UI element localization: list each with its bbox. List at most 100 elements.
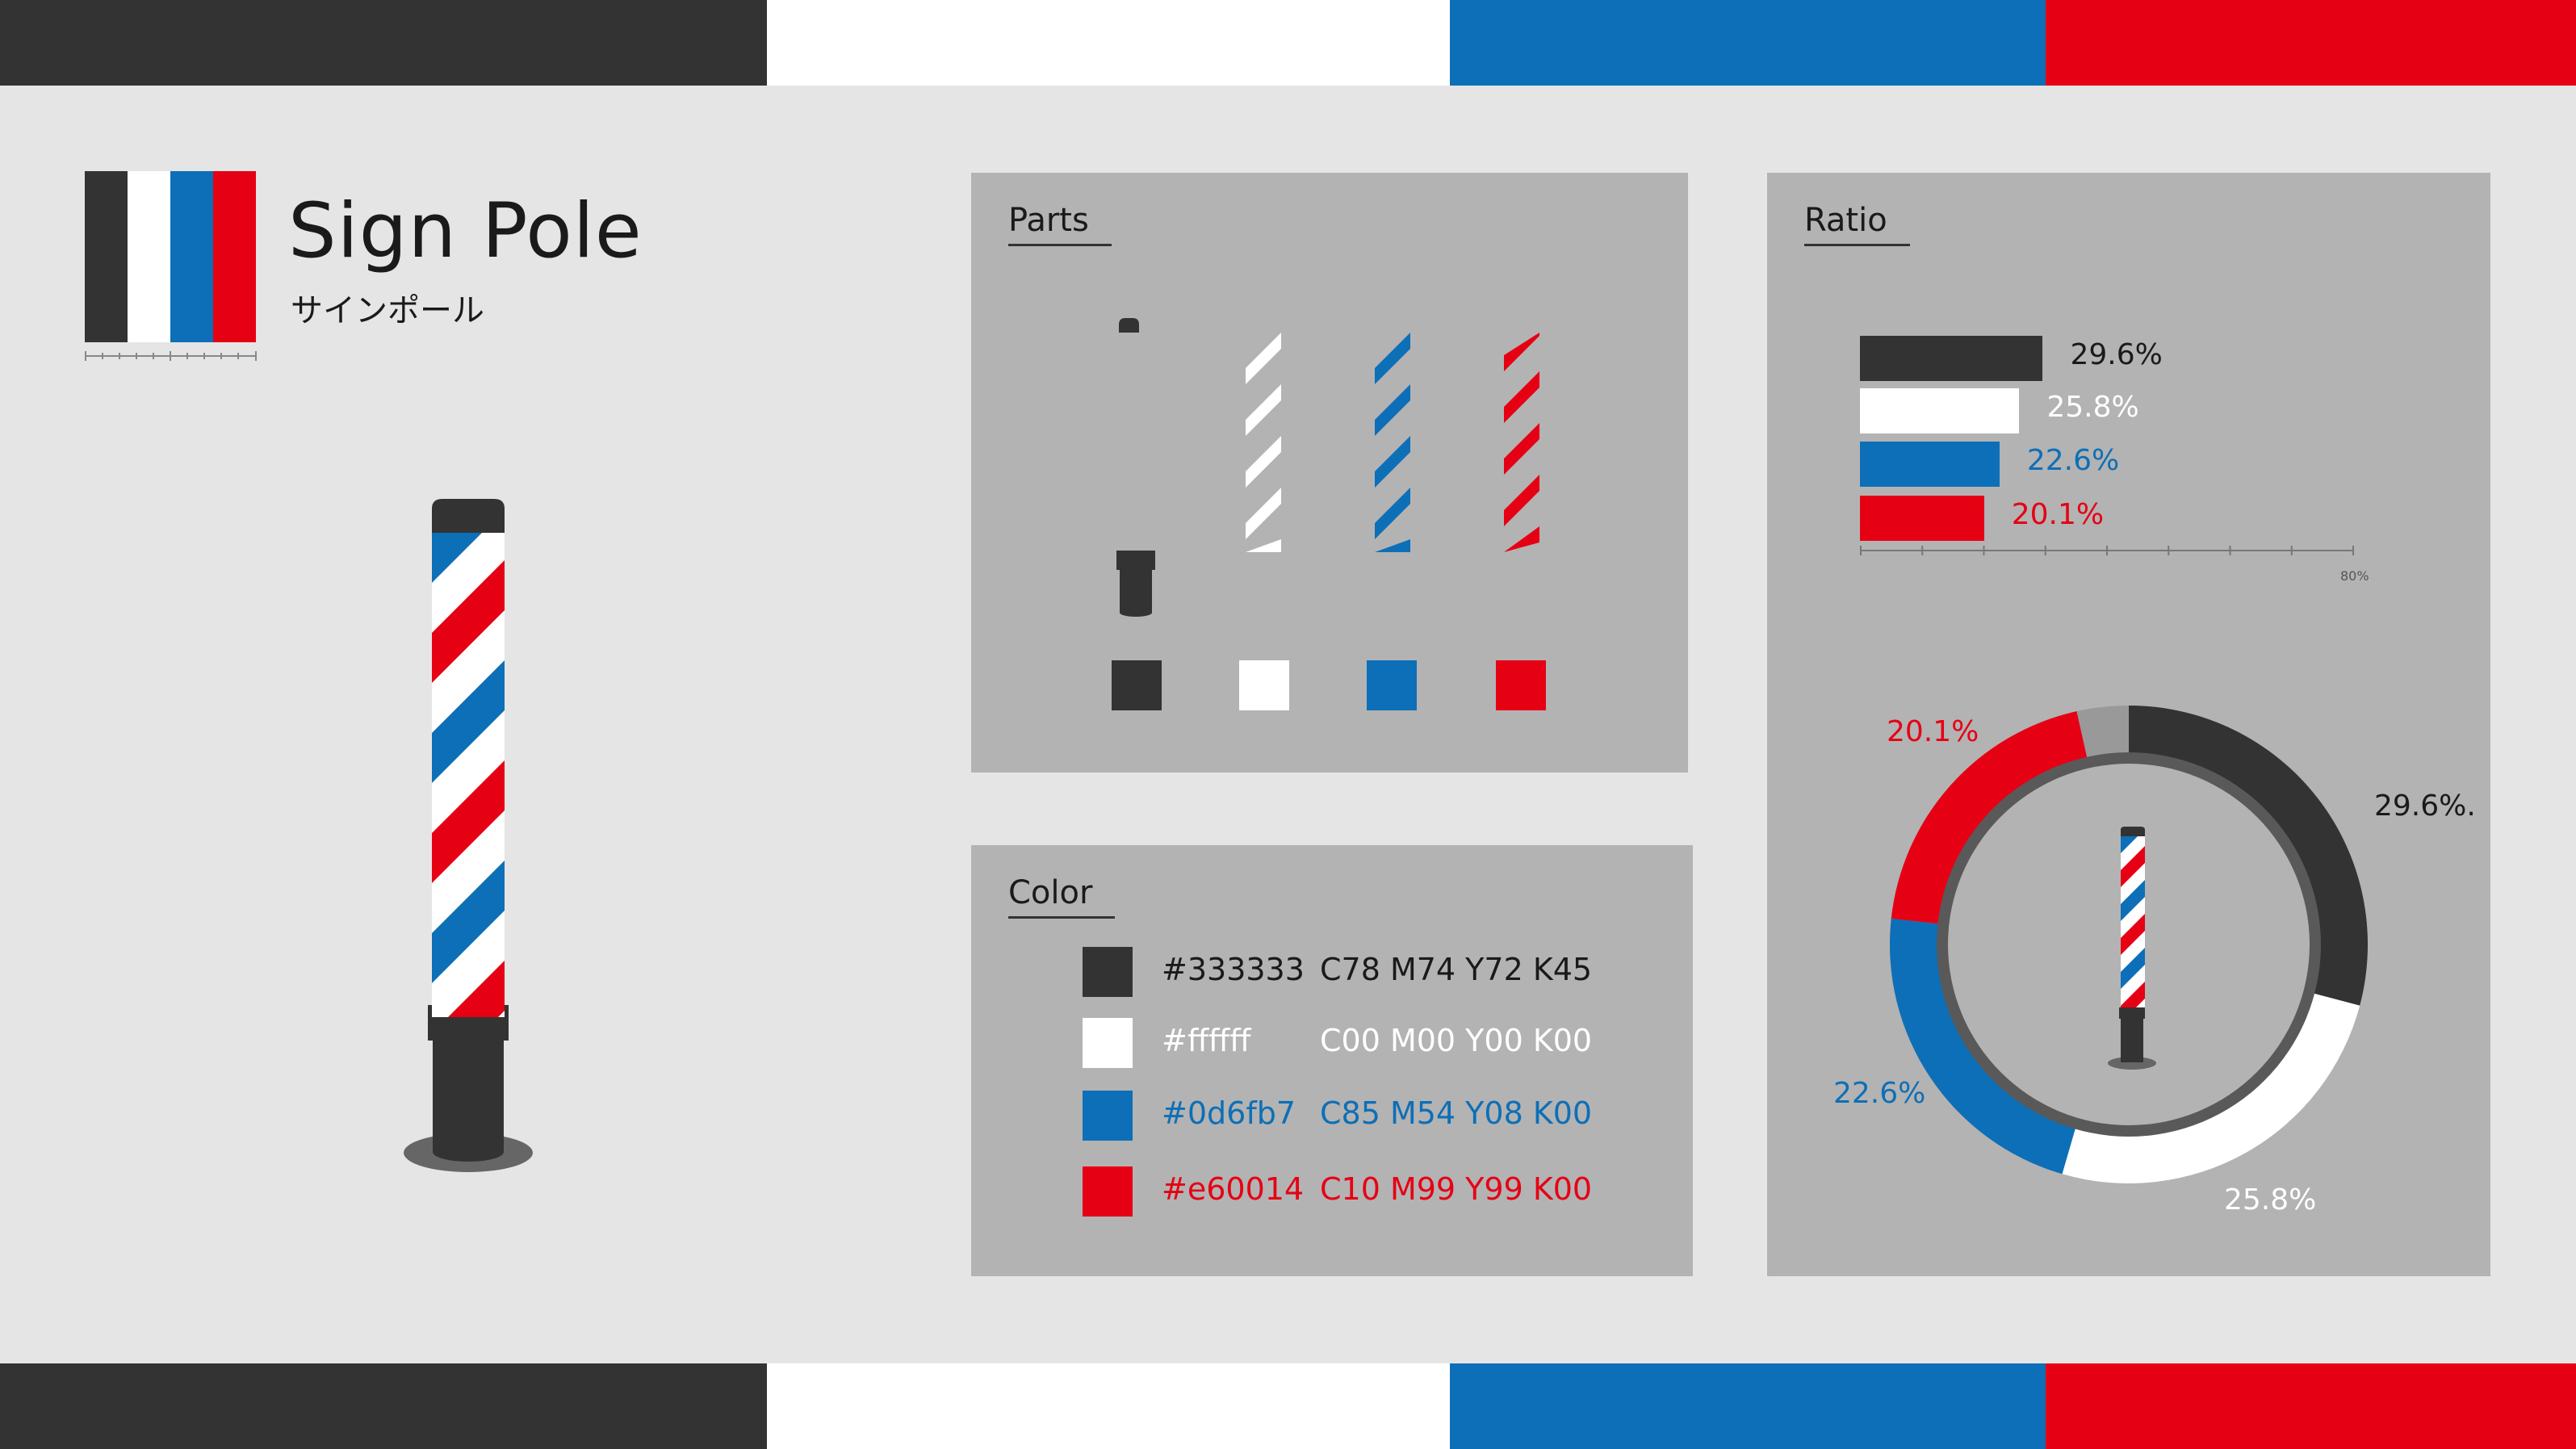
stripe bbox=[448, 961, 505, 1017]
ratio-title: Ratio bbox=[1804, 202, 1910, 246]
band-white bbox=[767, 0, 1450, 86]
color-row-blue: #0d6fb7 C85 M54 Y08 K00 bbox=[971, 1091, 1693, 1142]
band-blue bbox=[1450, 1363, 2046, 1449]
part-white-stripe bbox=[1246, 333, 1281, 552]
ratio-bar-white bbox=[1860, 388, 2020, 433]
color-hex: #ffffff bbox=[1162, 1023, 1251, 1058]
color-title: Color bbox=[1008, 874, 1116, 919]
part-pole-body bbox=[1116, 318, 1155, 617]
color-cmyk: C10 M99 Y99 K00 bbox=[1320, 1171, 1593, 1207]
part-stripe bbox=[1504, 475, 1539, 526]
donut-segment bbox=[2129, 706, 2368, 1006]
color-panel: Color #333333 C78 M74 Y72 K45 #ffffff C0… bbox=[971, 845, 1693, 1276]
ratio-bar-label-blue: 22.6% bbox=[2026, 444, 2120, 477]
band-red bbox=[2046, 0, 2576, 86]
donut-label-red: 20.1% bbox=[1887, 715, 1979, 748]
part-stripe bbox=[1504, 371, 1539, 423]
band-red bbox=[2046, 1363, 2576, 1449]
parts-title: Parts bbox=[1008, 202, 1112, 246]
part-stripe bbox=[1246, 333, 1281, 384]
color-hex: #333333 bbox=[1162, 952, 1305, 987]
page-subtitle: サインポール bbox=[291, 292, 484, 329]
parts-swatch-blue bbox=[1367, 660, 1417, 710]
stripe bbox=[2121, 880, 2145, 921]
ratio-panel: Ratio 29.6% 25.8% 22.6% 20.1% 80% 29.6%.… bbox=[1767, 173, 2490, 1276]
color-swatch bbox=[1083, 1166, 1133, 1217]
stripe bbox=[432, 533, 482, 583]
parts-swatch-dark bbox=[1112, 660, 1162, 710]
color-hex: #e60014 bbox=[1162, 1171, 1305, 1207]
pole-cap bbox=[432, 499, 505, 533]
ratio-bar-label-dark: 29.6% bbox=[2070, 338, 2163, 371]
stripe bbox=[2121, 836, 2138, 853]
band-blue bbox=[1450, 0, 2046, 86]
part-cap bbox=[1119, 318, 1139, 333]
part-stripe bbox=[1375, 333, 1410, 384]
ratio-bar-label-red: 20.1% bbox=[2011, 498, 2105, 531]
part-lower-body bbox=[1120, 568, 1152, 613]
part-stripe bbox=[1375, 436, 1410, 488]
part-stripe bbox=[1504, 526, 1539, 552]
color-row-red: #e60014 C10 M99 Y99 K00 bbox=[971, 1166, 1693, 1218]
part-stripe bbox=[1246, 539, 1281, 552]
part-red-stripe bbox=[1504, 333, 1539, 552]
bottom-color-band bbox=[0, 1363, 2576, 1449]
ratio-bar-red bbox=[1860, 496, 1984, 541]
donut-segment bbox=[1890, 918, 2077, 1175]
stripe bbox=[2121, 846, 2145, 887]
part-stripe bbox=[1246, 384, 1281, 436]
parts-diagram bbox=[1112, 318, 1546, 710]
logo-ruler bbox=[85, 351, 257, 361]
logo-red bbox=[213, 171, 256, 342]
part-stripe bbox=[1504, 333, 1539, 371]
parts-swatch-red bbox=[1496, 660, 1546, 710]
logo-dark bbox=[85, 171, 128, 342]
band-white bbox=[767, 1363, 1450, 1449]
ratio-axis bbox=[1860, 546, 2354, 555]
donut-mini-pole-icon bbox=[2108, 827, 2156, 1070]
stripe bbox=[432, 560, 505, 683]
band-dark bbox=[0, 0, 767, 86]
donut-label-dark: 29.6%. bbox=[2374, 789, 2476, 823]
color-hex: #0d6fb7 bbox=[1162, 1095, 1296, 1131]
donut-label-white: 25.8% bbox=[2224, 1183, 2317, 1217]
pole-stripes bbox=[432, 533, 505, 1017]
pole-lower-body bbox=[433, 1035, 504, 1152]
stripe bbox=[2121, 948, 2145, 989]
ratio-bar-label-white: 25.8% bbox=[2046, 391, 2139, 424]
part-collar bbox=[1116, 551, 1155, 570]
top-color-band bbox=[0, 0, 2576, 86]
part-stripe bbox=[1375, 539, 1410, 552]
color-cmyk: C00 M00 Y00 K00 bbox=[1320, 1023, 1593, 1058]
color-flag-logo bbox=[85, 171, 256, 342]
parts-swatch-white bbox=[1239, 660, 1289, 710]
donut-label-blue: 22.6% bbox=[1833, 1077, 1926, 1110]
ratio-axis-label: 80% bbox=[2340, 568, 2369, 584]
part-stripe bbox=[1375, 488, 1410, 539]
logo-blue bbox=[170, 171, 213, 342]
stripe bbox=[2121, 982, 2145, 1007]
band-dark bbox=[0, 1363, 767, 1449]
ratio-bar-blue bbox=[1860, 442, 2000, 487]
color-swatch bbox=[1083, 1018, 1133, 1068]
color-swatch bbox=[1083, 1091, 1133, 1141]
ratio-bar-dark bbox=[1860, 336, 2043, 381]
color-row-white: #ffffff C00 M00 Y00 K00 bbox=[971, 1018, 1693, 1070]
color-row-dark: #333333 C78 M74 Y72 K45 bbox=[971, 947, 1693, 999]
stripe bbox=[432, 861, 505, 983]
stripe bbox=[432, 760, 505, 883]
part-blue-stripe bbox=[1375, 333, 1410, 552]
stripe bbox=[432, 660, 505, 783]
color-cmyk: C85 M54 Y08 K00 bbox=[1320, 1095, 1593, 1131]
stripe bbox=[2121, 914, 2145, 955]
part-stripe bbox=[1375, 384, 1410, 436]
color-cmyk: C78 M74 Y72 K45 bbox=[1320, 952, 1593, 987]
page-title: Sign Pole bbox=[288, 187, 643, 275]
part-stripe bbox=[1246, 436, 1281, 488]
color-swatch bbox=[1083, 947, 1133, 997]
parts-panel: Parts bbox=[971, 173, 1688, 773]
logo-white bbox=[128, 171, 170, 342]
sign-pole-illustration bbox=[404, 499, 533, 1172]
ratio-donut-chart bbox=[1890, 706, 2368, 1183]
part-stripe bbox=[1504, 423, 1539, 475]
